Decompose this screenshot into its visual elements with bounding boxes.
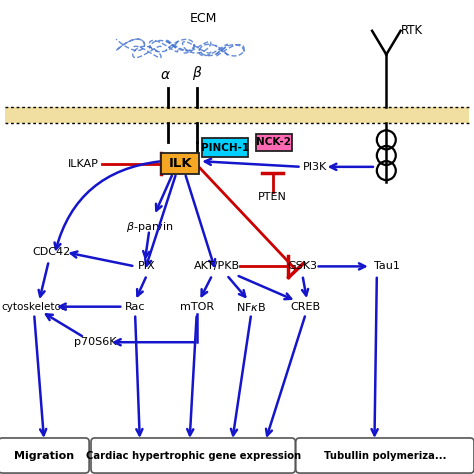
FancyBboxPatch shape (296, 438, 474, 473)
Text: ILKAP: ILKAP (67, 158, 99, 169)
Text: mTOR: mTOR (180, 301, 214, 312)
Text: PI3K: PI3K (303, 162, 328, 172)
Text: p70S6K: p70S6K (73, 337, 116, 347)
Text: PIX: PIX (138, 261, 156, 272)
Text: AKT/PKB: AKT/PKB (194, 261, 240, 272)
Text: Cardiac hypertrophic gene expression: Cardiac hypertrophic gene expression (86, 450, 301, 461)
Text: RTK: RTK (401, 24, 423, 37)
FancyBboxPatch shape (161, 153, 199, 174)
Text: Migration: Migration (14, 450, 74, 461)
Text: Tau1: Tau1 (374, 261, 401, 272)
Text: GSK3: GSK3 (287, 261, 318, 272)
FancyBboxPatch shape (0, 438, 89, 473)
Text: NCK-2: NCK-2 (256, 137, 292, 147)
Text: $\beta$-parvin: $\beta$-parvin (126, 220, 173, 235)
Text: cytoskeleton: cytoskeleton (1, 301, 67, 312)
FancyBboxPatch shape (91, 438, 295, 473)
Text: NF$\kappa$B: NF$\kappa$B (236, 301, 266, 313)
Text: Tubullin polymeriza...: Tubullin polymeriza... (324, 450, 446, 461)
FancyBboxPatch shape (202, 138, 248, 157)
Text: ECM: ECM (190, 12, 218, 25)
Text: $\alpha$: $\alpha$ (160, 68, 172, 82)
Text: CDC42: CDC42 (32, 247, 70, 257)
Text: CREB: CREB (291, 301, 321, 312)
Text: ILK: ILK (168, 157, 192, 170)
Text: PTEN: PTEN (258, 192, 287, 202)
Text: Rac: Rac (125, 301, 146, 312)
Bar (5, 107, 469, 123)
FancyBboxPatch shape (256, 134, 292, 151)
Text: PINCH-1: PINCH-1 (201, 143, 249, 153)
Text: $\beta$: $\beta$ (192, 64, 203, 82)
